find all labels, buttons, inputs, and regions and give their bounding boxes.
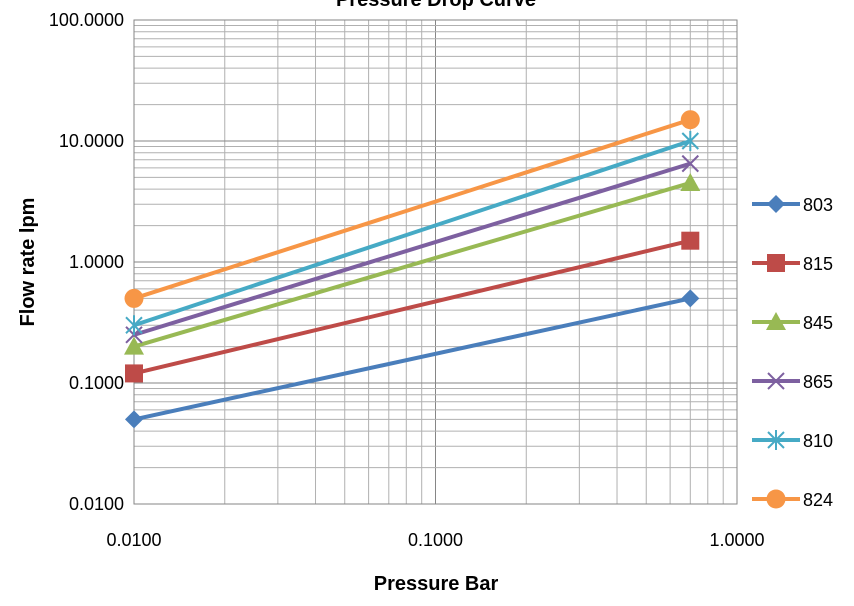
series-line-803 [133,296,691,422]
series-layer [124,110,701,429]
y-tick-label: 10.0000 [59,131,124,151]
data-point-824 [124,288,144,308]
series-line-810 [133,139,691,328]
data-point-815 [125,364,143,383]
x-tick-labels: 0.0100 0.1000 1.0000 [106,530,764,550]
data-point-810 [681,131,700,151]
legend-label: 803 [803,195,833,215]
legend-item-815: 815 [752,254,833,274]
y-tick-labels: 100.0000 10.0000 1.0000 0.1000 0.0100 [49,10,124,514]
data-point-824 [680,110,700,130]
chart-title: Pressure Drop Curve [336,0,536,11]
legend-label: 845 [803,313,833,333]
data-point-845 [680,172,701,191]
legend-label: 865 [803,372,833,392]
series-803 [125,289,700,429]
plot-frame [133,19,738,505]
series-line-845 [133,181,691,349]
series-810 [125,131,700,336]
data-point-803 [681,289,700,308]
x-tick-label: 0.0100 [106,530,161,550]
legend-item-803: 803 [752,195,833,215]
series-line-865 [133,161,691,337]
y-axis-title: Flow rate lpm [17,198,39,327]
legend-marker [767,372,785,390]
legend-label: 815 [803,254,833,274]
legend-item-865: 865 [752,372,833,392]
data-point-845 [124,336,144,355]
legend-marker [767,195,785,213]
y-tick-label: 1.0000 [69,252,124,272]
legend: 803 815 845 865 810 824 [752,195,833,510]
legend-item-845: 845 [752,312,833,333]
legend-marker [767,254,785,272]
x-axis-title: Pressure Bar [374,573,499,595]
y-tick-label: 100.0000 [49,10,124,30]
legend-marker [766,312,786,330]
y-tick-label: 0.1000 [69,373,124,393]
series-line-824 [133,117,691,301]
series-845 [124,172,701,355]
grid-lines [133,20,737,505]
y-tick-label: 0.0100 [69,494,124,514]
series-815 [125,231,700,383]
legend-label: 810 [803,431,833,451]
data-point-815 [681,231,700,250]
series-824 [124,110,700,308]
series-line-815 [133,238,691,376]
legend-item-810: 810 [752,430,833,451]
x-tick-label: 1.0000 [709,530,764,550]
legend-item-824: 824 [752,489,833,510]
legend-marker [766,489,786,509]
x-tick-label: 0.1000 [408,530,463,550]
data-point-865 [681,154,700,173]
legend-label: 824 [803,490,833,510]
data-point-803 [125,410,143,429]
legend-marker [767,430,785,450]
data-point-810 [125,315,143,336]
